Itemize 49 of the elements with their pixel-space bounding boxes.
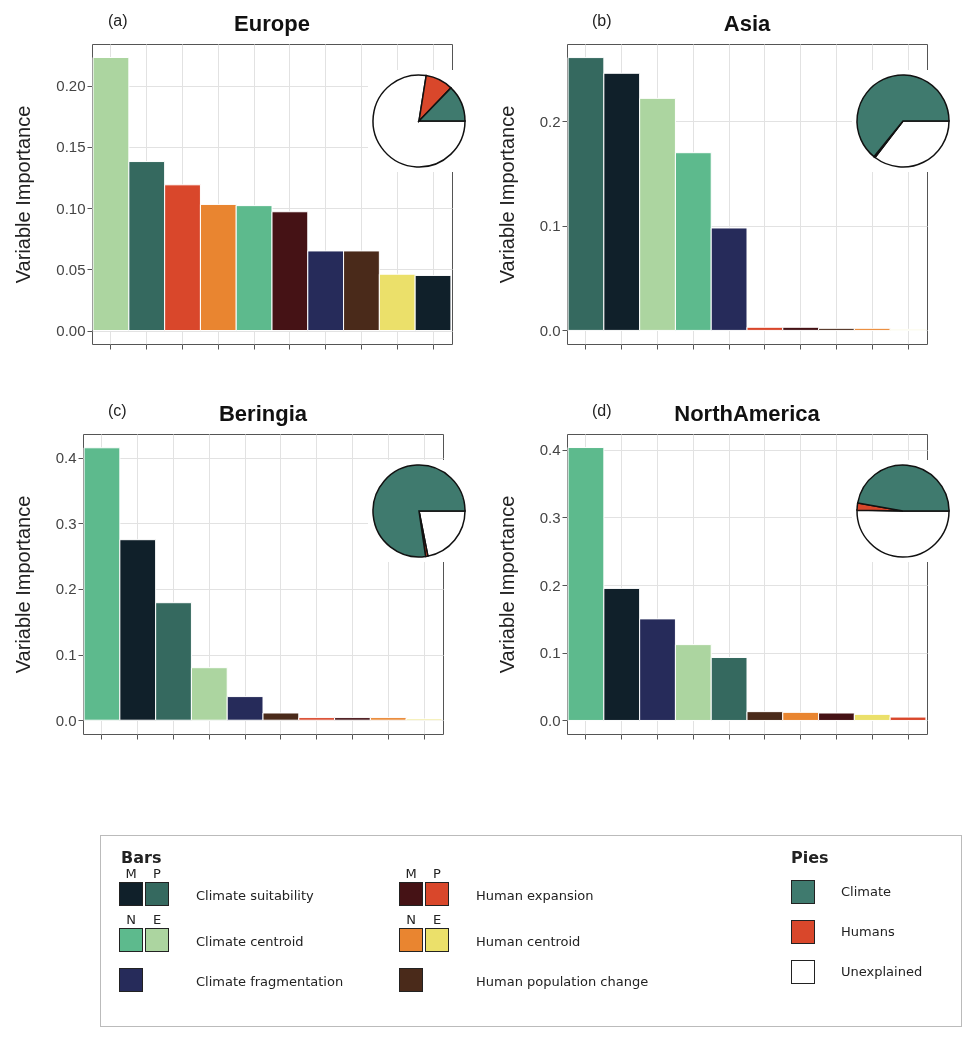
text: N xyxy=(406,912,416,927)
text: M xyxy=(405,866,417,881)
text: Bars xyxy=(121,848,162,867)
text: Climate xyxy=(841,884,892,899)
y-tick-label: 0.20 xyxy=(56,77,86,95)
y-tick-label: 0.4 xyxy=(55,449,77,467)
text: Human expansion xyxy=(476,888,594,903)
y-tick-label: 0.00 xyxy=(56,322,86,340)
text: Climate suitability xyxy=(196,888,314,903)
chart-title: Europe xyxy=(234,11,310,36)
text: Climate fragmentation xyxy=(196,974,344,989)
text: Human centroid xyxy=(476,934,581,949)
text: (a) xyxy=(108,12,128,30)
text: M xyxy=(125,866,137,881)
y-tick-label: 0.15 xyxy=(56,138,86,156)
y-tick-label: 0.0 xyxy=(539,711,561,729)
text: Human population change xyxy=(476,974,649,989)
y-tick-label: 0.10 xyxy=(56,199,86,217)
y-tick-label: 0.1 xyxy=(539,644,561,662)
text: (c) xyxy=(108,402,127,420)
y-tick-label: 0.0 xyxy=(539,321,561,339)
y-tick-label: 0.0 xyxy=(55,711,77,729)
y-tick-label: 0.4 xyxy=(539,441,561,459)
text: E xyxy=(152,912,162,927)
y-tick-label: 0.2 xyxy=(539,576,561,594)
text: Climate centroid xyxy=(196,934,304,949)
chart-title: Beringia xyxy=(218,401,308,426)
text: Humans xyxy=(841,924,895,939)
text: N xyxy=(126,912,136,927)
y-axis-title: Variable Importance xyxy=(495,495,518,674)
text: (d) xyxy=(592,402,612,420)
text: P xyxy=(433,866,441,881)
y-tick-label: 0.05 xyxy=(56,260,86,278)
text: (b) xyxy=(592,12,612,30)
y-tick-label: 0.2 xyxy=(55,580,77,598)
y-tick-label: 0.1 xyxy=(539,217,561,235)
y-tick-label: 0.3 xyxy=(55,514,77,532)
text: Pies xyxy=(791,848,829,867)
y-tick-label: 0.2 xyxy=(539,112,561,130)
chart-title: NorthAmerica xyxy=(674,401,821,426)
text: P xyxy=(153,866,161,881)
y-tick-label: 0.1 xyxy=(55,646,77,664)
y-tick-label: 0.3 xyxy=(539,508,561,526)
y-axis-title: Variable Importance xyxy=(12,105,35,284)
text: Unexplained xyxy=(841,964,923,979)
chart-title: Asia xyxy=(723,11,771,36)
text: E xyxy=(432,912,442,927)
y-axis-title: Variable Importance xyxy=(495,105,518,284)
y-axis-title: Variable Importance xyxy=(11,495,34,674)
